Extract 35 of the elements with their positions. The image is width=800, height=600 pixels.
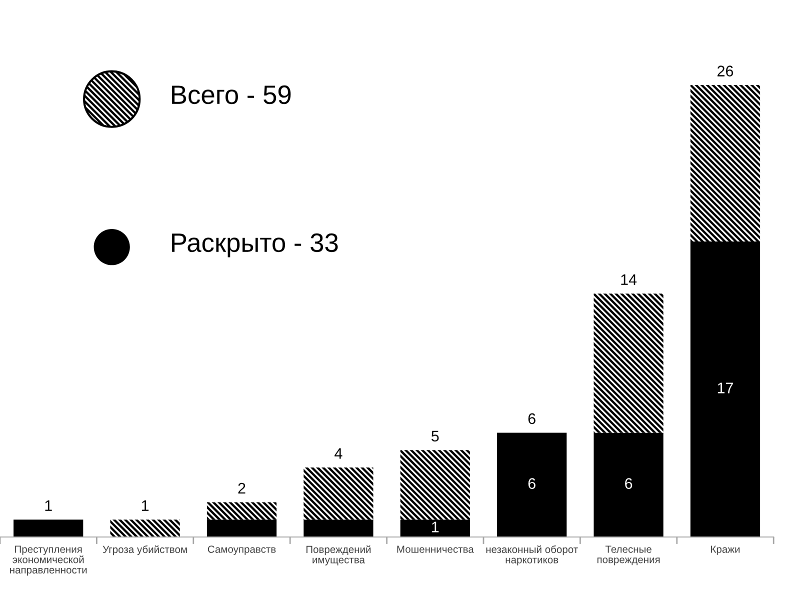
legend-label: Раскрыто - 33 [172, 233, 338, 258]
bar [304, 520, 374, 537]
bar [400, 450, 470, 520]
total-label: 14 [621, 274, 637, 285]
bar [110, 520, 180, 537]
x-tick-label: Телесные повреждения [597, 546, 660, 566]
x-tick-label: Кражи [711, 546, 740, 555]
x-tick-label: незаконный оборот наркотиков [486, 545, 578, 566]
bar [206, 520, 277, 537]
total-label: 1 [45, 500, 52, 511]
bar [304, 467, 374, 520]
total-label: 5 [432, 430, 439, 442]
x-tick-label: Преступления экономической направленности [10, 546, 87, 576]
bar [206, 502, 277, 520]
data-label: 1 [432, 522, 439, 532]
x-tick-label: Самоуправств [208, 546, 276, 555]
bar [690, 241, 760, 537]
total-label: 2 [238, 482, 246, 494]
x-tick-label: Повреждений имущества [306, 545, 371, 566]
total-label: 6 [528, 413, 536, 424]
bar [14, 520, 84, 537]
bar [594, 294, 664, 433]
data-label: 6 [625, 478, 632, 489]
total-label: 26 [718, 66, 734, 76]
total-label: 1 [142, 500, 149, 511]
bar [594, 432, 664, 537]
bar [690, 85, 760, 242]
legend-label: Всего - 59 [172, 85, 291, 104]
bar [497, 432, 567, 537]
bar [400, 520, 470, 537]
data-label: 6 [528, 478, 536, 489]
total-label: 4 [334, 448, 342, 459]
x-tick-label: Мошенничества [397, 546, 474, 553]
data-label: 17 [718, 382, 733, 394]
x-tick-label: Угроза убийством [102, 545, 187, 556]
